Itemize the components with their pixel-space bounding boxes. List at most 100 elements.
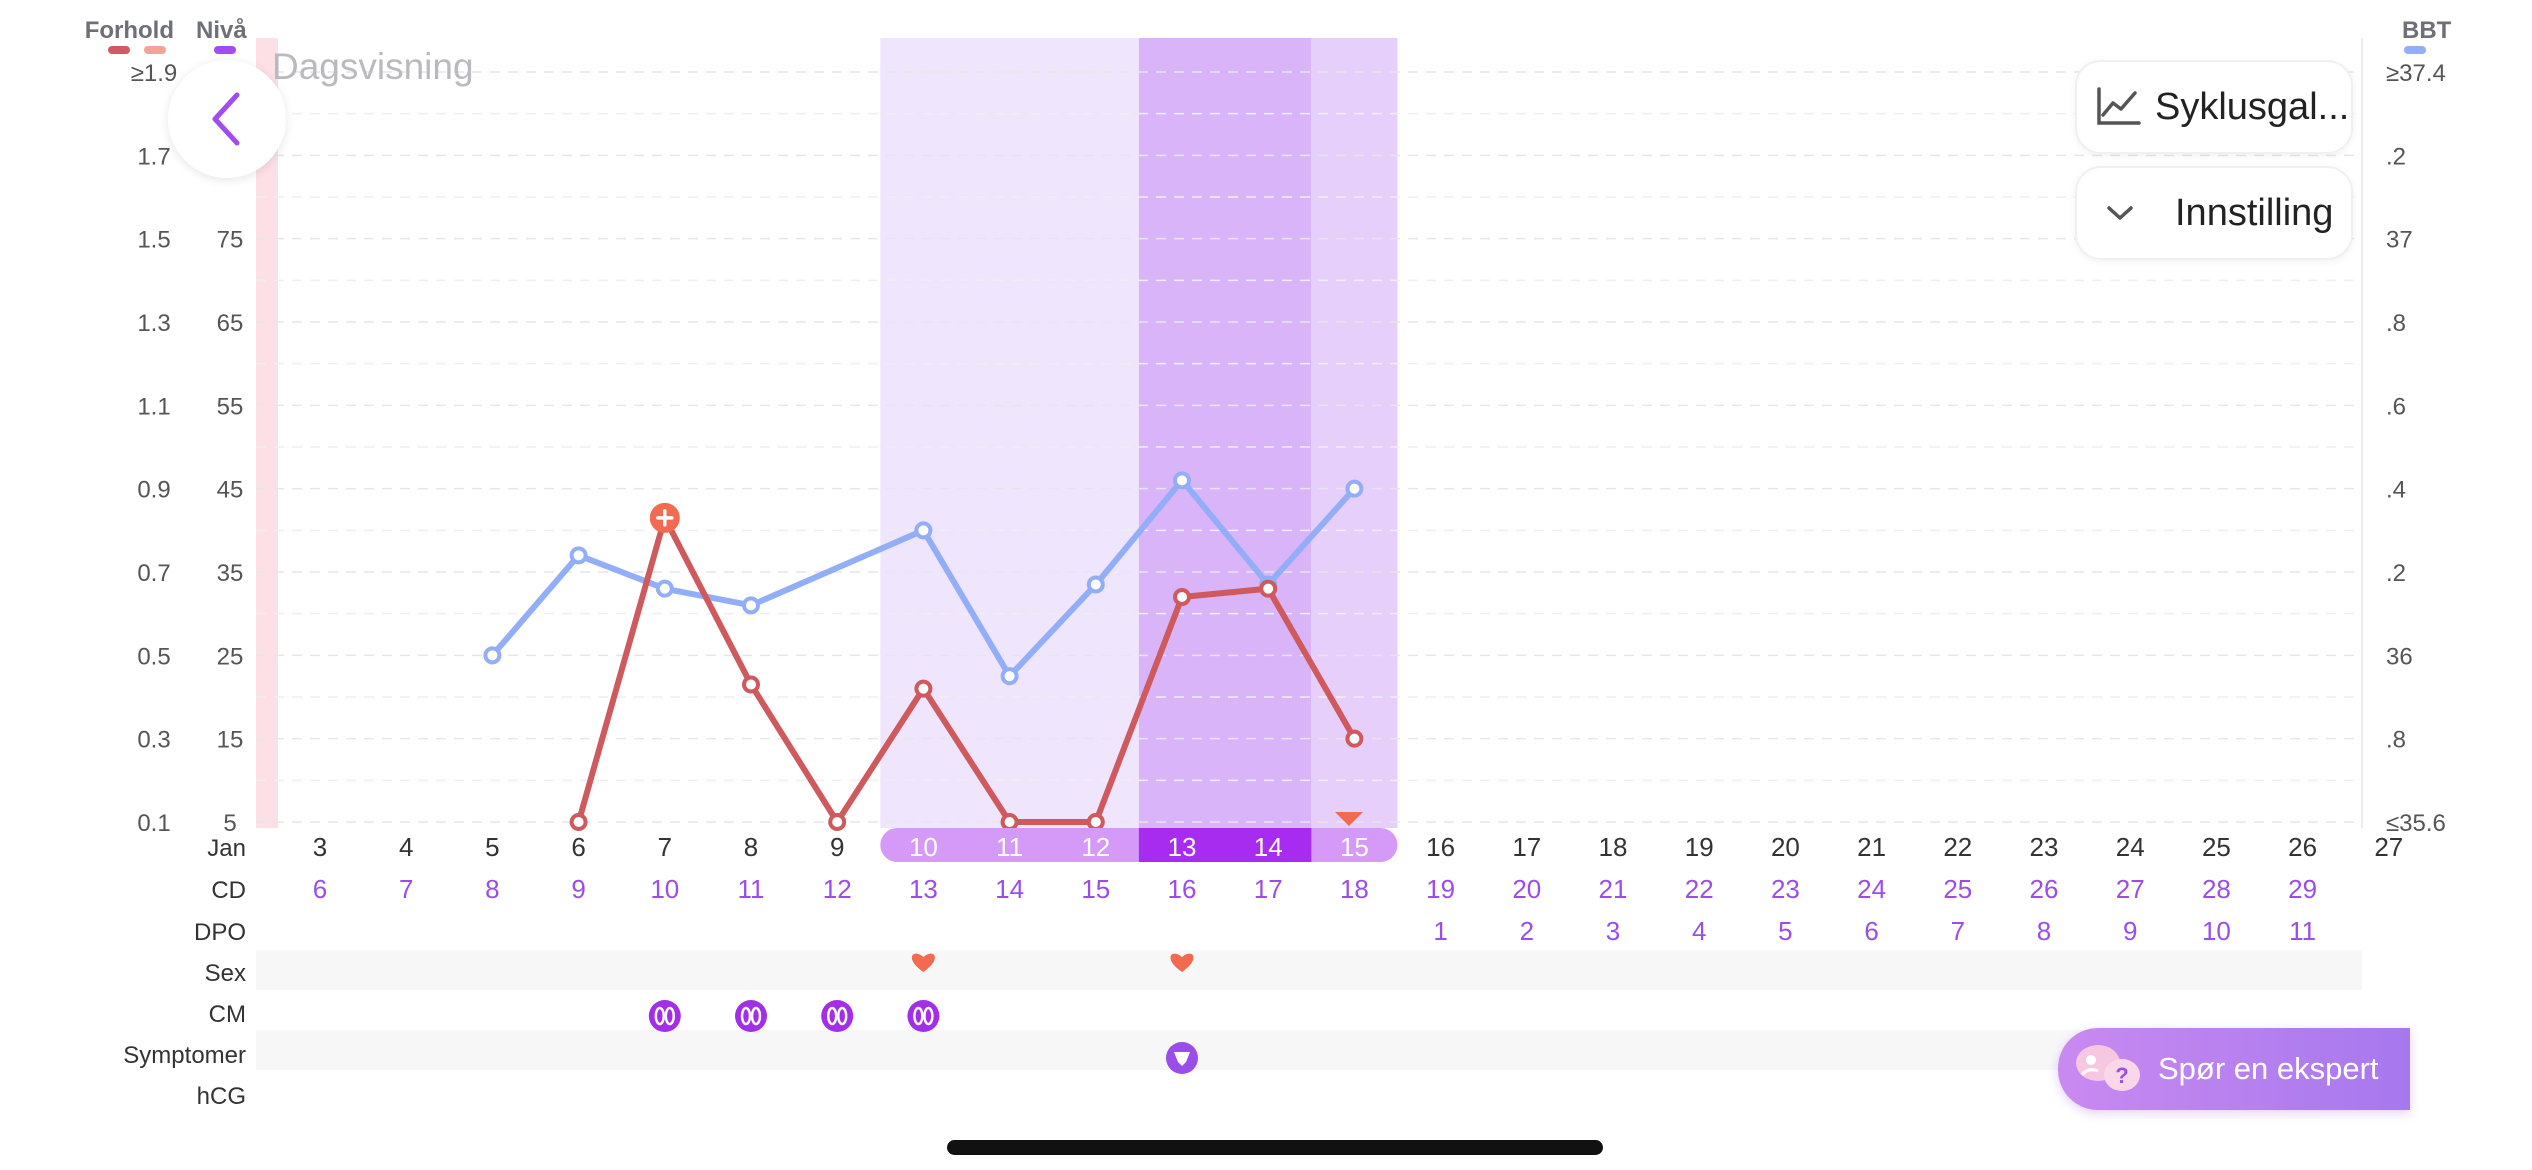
- cycle-day-label: 22: [1685, 874, 1714, 904]
- bbt-tick-label: .6: [2386, 393, 2406, 420]
- date-label: 14: [1254, 832, 1283, 862]
- row-label: CD: [211, 877, 246, 904]
- cycle-day-label: 7: [399, 874, 413, 904]
- ratio-point[interactable]: [914, 679, 933, 698]
- heart-icon[interactable]: [911, 953, 935, 972]
- date-label: 17: [1512, 832, 1541, 862]
- ratio-point[interactable]: [1086, 813, 1105, 831]
- ratio-point[interactable]: [569, 813, 588, 831]
- ratio-point[interactable]: [1259, 579, 1278, 598]
- bbt-tick-label: 37: [2386, 227, 2413, 254]
- bbt-point[interactable]: [914, 521, 933, 540]
- sex-row-background: [256, 950, 2362, 990]
- date-label: 19: [1685, 832, 1714, 862]
- level-tick-label: 15: [217, 727, 244, 754]
- level-tick-label: 25: [217, 643, 244, 670]
- bbt-point[interactable]: [483, 646, 502, 665]
- bbt-point[interactable]: [655, 579, 674, 598]
- cycle-day-label: 25: [1943, 874, 1972, 904]
- bbt-series: [483, 471, 1364, 686]
- mucus-drop-glyph: [750, 1006, 762, 1026]
- dpo-label: 8: [2037, 916, 2051, 946]
- cycle-day-label: 23: [1771, 874, 1800, 904]
- chevron-down-icon: [2107, 206, 2133, 220]
- level-tick-label: 5: [223, 810, 236, 837]
- date-label: 9: [830, 832, 844, 862]
- ask-expert-button[interactable]: ? Spør en ekspert: [2058, 1028, 2410, 1110]
- cycle-day-label: 8: [485, 874, 499, 904]
- uterus-glyph: [1174, 1052, 1190, 1066]
- ratio-tick-label: 1.5: [137, 227, 170, 254]
- date-label: 25: [2202, 832, 2231, 862]
- cm-row: [648, 1000, 940, 1032]
- date-label: 4: [399, 832, 413, 862]
- date-label: 16: [1426, 832, 1455, 862]
- dpo-label: 2: [1520, 916, 1534, 946]
- cycle-day-label: 14: [995, 874, 1024, 904]
- back-button[interactable]: [168, 60, 286, 178]
- ratio-point[interactable]: [742, 675, 760, 694]
- ratio-point[interactable]: [1173, 588, 1191, 606]
- dpo-label: 10: [2202, 916, 2231, 946]
- bbt-point[interactable]: [1173, 471, 1191, 490]
- row-label: Jan: [207, 835, 246, 862]
- cycle-day-label: 12: [823, 874, 852, 904]
- dpo-label: 3: [1606, 916, 1620, 946]
- cycle-day-label: 6: [313, 874, 327, 904]
- bbt-point[interactable]: [1000, 667, 1019, 686]
- date-row: 3 4 5 6 7 8 9 10 11 12 13 14 15 16 17 18 19 20 21 22 23 24 25 2…: [313, 832, 2403, 862]
- bbt-tick-label: 36: [2386, 643, 2413, 670]
- ratio-line: [575, 514, 1358, 825]
- cycle-day-label: 16: [1168, 874, 1197, 904]
- ratio-tick-label: 1.7: [137, 143, 170, 170]
- cycle-day-label: 15: [1081, 874, 1110, 904]
- bbt-point[interactable]: [1345, 479, 1364, 498]
- post-peak-band: [1311, 38, 1398, 828]
- date-label: 26: [2288, 832, 2317, 862]
- cycle-day-label: 24: [1857, 874, 1886, 904]
- date-label: 3: [313, 832, 327, 862]
- bbt-tick-label: .2: [2386, 143, 2406, 170]
- cycle-day-label: 9: [571, 874, 585, 904]
- ask-expert-label: Spør en ekspert: [2158, 1051, 2379, 1086]
- dpo-label: 9: [2123, 916, 2137, 946]
- ratio-tick-label: 0.7: [137, 560, 170, 587]
- ratio-tick-label: 1.1: [137, 393, 170, 420]
- bbt-point[interactable]: [1086, 575, 1105, 594]
- dpo-row: 1 2 3 4 5 6 7 8 9 10 11: [1433, 916, 2316, 946]
- cycle-day-label: 11: [738, 874, 765, 904]
- date-label: 6: [571, 832, 585, 862]
- date-label: 27: [2374, 832, 2403, 862]
- ratio-tick-label: 0.1: [137, 810, 170, 837]
- cycle-gallery-label: Syklusgal...: [2155, 85, 2350, 128]
- cycle-day-label: 20: [1512, 874, 1541, 904]
- plus-glyph: [656, 509, 674, 527]
- row-label: CM: [209, 1001, 246, 1028]
- cycle-day-label: 18: [1340, 874, 1369, 904]
- ratio-tick-label: 0.9: [137, 477, 170, 504]
- bbt-point[interactable]: [569, 546, 588, 565]
- date-label: 18: [1599, 832, 1628, 862]
- dpo-label: 6: [1864, 916, 1878, 946]
- cycle-day-label: 27: [2116, 874, 2145, 904]
- symptoms-row-background: [256, 1030, 2362, 1070]
- heart-icon[interactable]: [1170, 953, 1194, 972]
- ratio-tick-label: 0.5: [137, 643, 170, 670]
- level-tick-label: 65: [217, 310, 244, 337]
- ratio-point[interactable]: [828, 813, 847, 831]
- cycle-day-label: 21: [1599, 874, 1628, 904]
- row-label: hCG: [197, 1083, 246, 1110]
- bbt-tick-label: ≥37.4: [2386, 60, 2446, 87]
- ratio-point[interactable]: [1345, 729, 1364, 748]
- cycle-gallery-button[interactable]: Syklusgal...: [2075, 60, 2353, 154]
- bbt-axis-swatch: [2404, 46, 2426, 54]
- bbt-point[interactable]: [742, 596, 760, 615]
- today-marker-icon: [1335, 812, 1363, 826]
- row-label: Sex: [205, 960, 246, 987]
- row-labels: Jan CD DPO Sex CM Symptomer hCG: [123, 835, 246, 1110]
- ratio-tick-label: ≥1.9: [131, 60, 178, 87]
- ratio-point[interactable]: [1000, 813, 1019, 831]
- svg-text:?: ?: [2115, 1063, 2128, 1088]
- settings-dropdown-button[interactable]: Innstilling: [2075, 166, 2353, 260]
- cycle-day-label: 17: [1254, 874, 1283, 904]
